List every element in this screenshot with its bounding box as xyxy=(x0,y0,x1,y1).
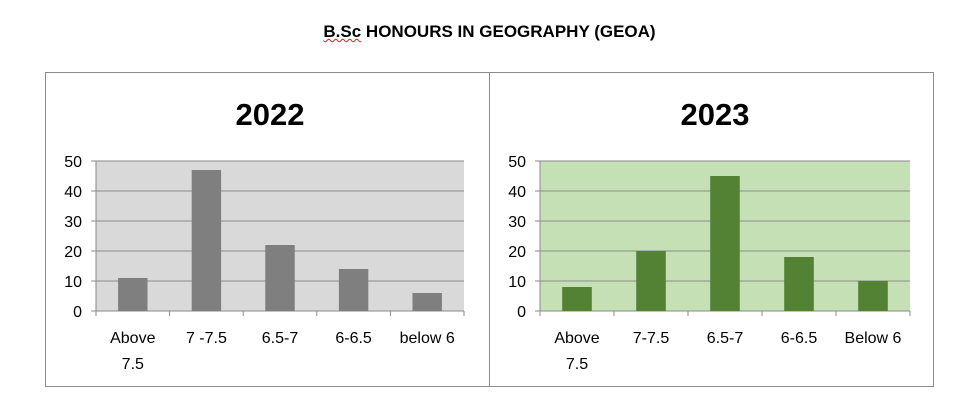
x-tick-label: 6-6.5 xyxy=(781,330,818,347)
y-tick-label: 50 xyxy=(64,154,82,171)
x-tick-label: 7 -7.5 xyxy=(186,330,227,347)
bar-chart-2023: 2023 0 10 20 30 40 50 Above 7.5 7-7.5 6.5-7 6-6.5 Be… xyxy=(508,97,911,373)
bar xyxy=(858,281,888,311)
y-tick-label: 50 xyxy=(508,154,526,171)
y-tick-label: 30 xyxy=(508,214,526,231)
bar xyxy=(191,170,222,311)
chart-title-2023: 2023 xyxy=(681,97,750,132)
x-tick-label: Below 6 xyxy=(845,330,902,347)
y-tick-label: 0 xyxy=(517,304,526,321)
bar xyxy=(118,278,148,311)
bar xyxy=(636,251,666,311)
bar xyxy=(338,269,369,311)
y-tick-label: 10 xyxy=(508,274,526,291)
x-tick-label: 6-6.5 xyxy=(335,330,372,347)
bar xyxy=(412,293,442,311)
chart-panel-2023: 2023 0 10 20 30 40 50 Above 7.5 7-7.5 6.5-7 6-6.5 Be… xyxy=(489,72,934,387)
y-tick-label: 0 xyxy=(73,304,82,321)
y-tick-label: 30 xyxy=(64,214,82,231)
x-tick-label: Above 7.5 xyxy=(554,330,599,373)
bar xyxy=(710,176,740,311)
page-title-text: HONOURS IN GEOGRAPHY (GEOA) xyxy=(361,22,656,41)
page-title-abbr: B.Sc xyxy=(323,22,362,41)
bar xyxy=(562,287,592,311)
y-tick-label: 20 xyxy=(64,244,82,261)
page-title: B.Sc HONOURS IN GEOGRAPHY (GEOA) xyxy=(0,22,979,42)
y-tick-label: 10 xyxy=(64,274,82,291)
x-tick-label: 6.5-7 xyxy=(262,330,299,347)
x-tick-label: below 6 xyxy=(400,330,455,347)
x-tick-label: 6.5-7 xyxy=(707,330,744,347)
y-tick-label: 40 xyxy=(508,184,526,201)
chart-panel-2022: 2022 0 10 20 30 40 50 Above 7.5 7 -7.5 6.5-7 6-6.5 b… xyxy=(45,72,490,387)
x-tick-label: Above 7.5 xyxy=(110,330,155,373)
bar xyxy=(784,257,814,311)
x-tick-label: 7-7.5 xyxy=(633,330,670,347)
bar-chart-2022: 2022 0 10 20 30 40 50 Above 7.5 7 -7.5 6.5-7 6-6.5 b… xyxy=(64,97,465,373)
chart-title-2022: 2022 xyxy=(236,97,305,132)
bar xyxy=(265,245,295,311)
y-tick-label: 40 xyxy=(64,184,82,201)
y-tick-label: 20 xyxy=(508,244,526,261)
